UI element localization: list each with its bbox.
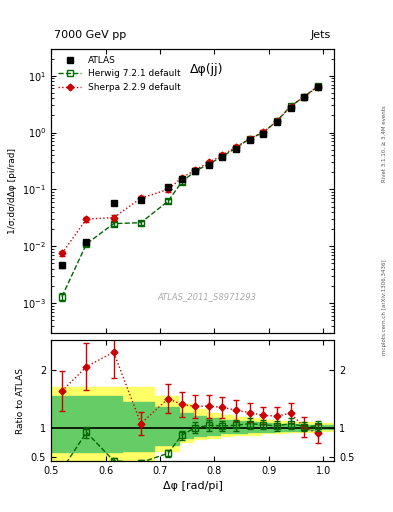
Text: mcplots.cern.ch [arXiv:1306.3436]: mcplots.cern.ch [arXiv:1306.3436] (382, 260, 387, 355)
Text: Δφ(jj): Δφ(jj) (190, 63, 224, 76)
Text: Rivet 3.1.10, ≥ 3.4M events: Rivet 3.1.10, ≥ 3.4M events (382, 105, 387, 182)
Legend: ATLAS, Herwig 7.2.1 default, Sherpa 2.2.9 default: ATLAS, Herwig 7.2.1 default, Sherpa 2.2.… (55, 53, 184, 95)
Text: 7000 GeV pp: 7000 GeV pp (54, 30, 126, 40)
Text: ATLAS_2011_S8971293: ATLAS_2011_S8971293 (157, 292, 256, 301)
Y-axis label: Ratio to ATLAS: Ratio to ATLAS (16, 368, 25, 434)
X-axis label: Δφ [rad/pi]: Δφ [rad/pi] (163, 481, 222, 491)
Y-axis label: 1/σ;dσ/dΔφ [pi/rad]: 1/σ;dσ/dΔφ [pi/rad] (8, 148, 17, 233)
Text: Jets: Jets (311, 30, 331, 40)
